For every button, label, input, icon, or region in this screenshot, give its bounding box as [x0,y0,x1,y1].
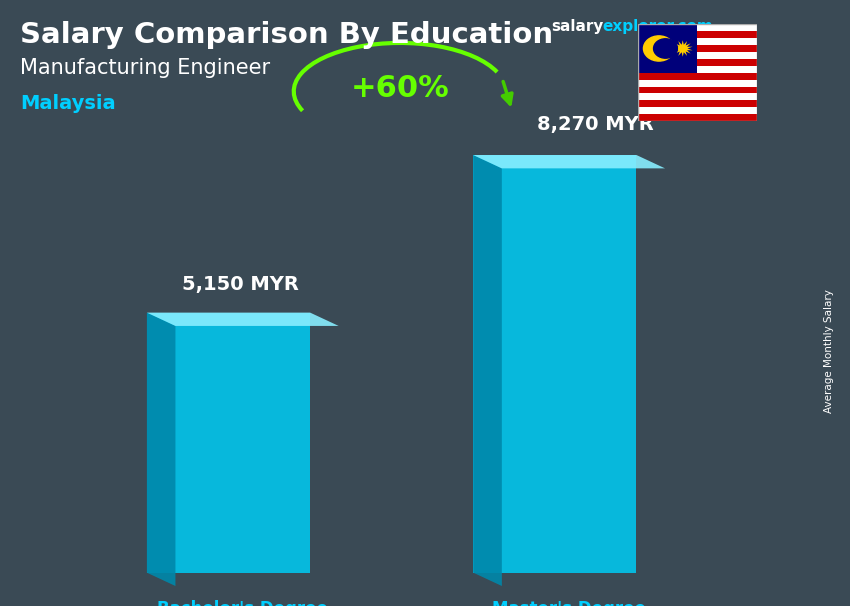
Bar [638,101,756,107]
Bar [638,115,756,121]
Text: Salary Comparison By Education: Salary Comparison By Education [20,21,553,49]
Text: explorer.com: explorer.com [602,19,713,35]
Text: 5,150 MYR: 5,150 MYR [182,275,299,295]
Text: salary: salary [551,19,604,35]
Bar [638,73,756,79]
Polygon shape [147,313,338,326]
Bar [638,59,756,66]
Circle shape [654,39,677,58]
Text: 8,270 MYR: 8,270 MYR [537,115,654,134]
Bar [638,52,756,59]
Polygon shape [673,40,693,57]
Bar [638,31,756,38]
Polygon shape [147,313,175,586]
Bar [638,24,756,31]
Bar [473,155,637,573]
Bar [638,24,697,73]
Text: Bachelor's Degree: Bachelor's Degree [157,600,328,606]
Text: Malaysia: Malaysia [20,94,116,113]
Bar [638,107,756,115]
Text: Master's Degree: Master's Degree [492,600,646,606]
Text: +60%: +60% [350,74,449,103]
Bar [638,45,756,52]
Text: Average Monthly Salary: Average Monthly Salary [824,290,834,413]
Bar [638,66,756,73]
Bar [638,79,756,87]
Circle shape [643,36,674,61]
Bar [638,93,756,101]
Polygon shape [473,155,665,168]
Bar [147,313,310,573]
Bar [638,87,756,93]
Polygon shape [473,155,502,586]
Text: Manufacturing Engineer: Manufacturing Engineer [20,58,270,78]
Bar [638,38,756,45]
